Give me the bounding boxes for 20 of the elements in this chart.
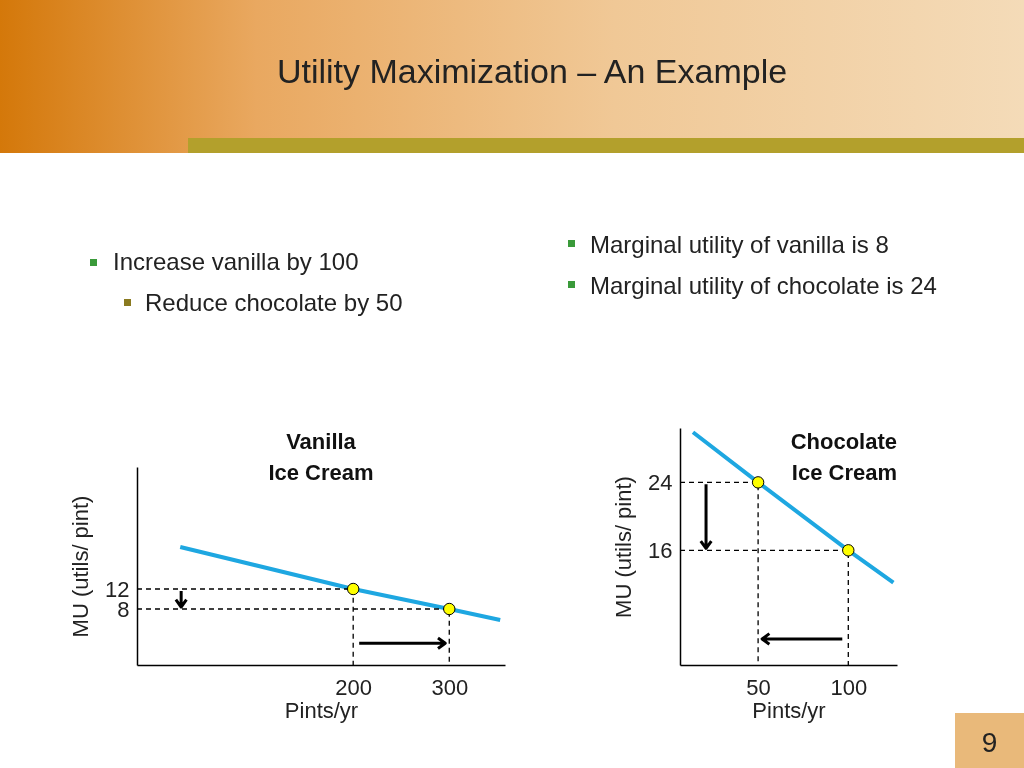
text: Reduce chocolate by 50 [145,288,403,318]
y-tick-label: 24 [648,469,673,495]
text: Utility Maximization – An Example [275,52,789,91]
x-axis-title: Pints/yr [284,697,359,723]
x-tick-label: 200 [335,674,373,700]
text: Marginal utility of chocolate is 24 [590,271,938,301]
chart-title: Vanilla Ice Cream [268,429,374,485]
text: Marginal utility of vanilla is 8 [590,230,890,260]
y-axis-title: MU (utils/ pint) [68,495,94,638]
x-tick-label: 100 [830,674,868,700]
text: Chocolate Ice Cream [790,429,897,485]
y-axis-title: MU (utils/ pint) [611,476,637,618]
y-tick-label: 16 [648,537,673,563]
line-series [178,545,503,622]
x-tick-label: 50 [746,674,771,700]
text: 9 [955,713,1024,768]
text: Increase vanilla by 100 [113,247,359,277]
x-tick-label: 300 [431,674,469,700]
line-series [690,430,896,585]
x-axis-title: Pints/yr [752,697,826,723]
